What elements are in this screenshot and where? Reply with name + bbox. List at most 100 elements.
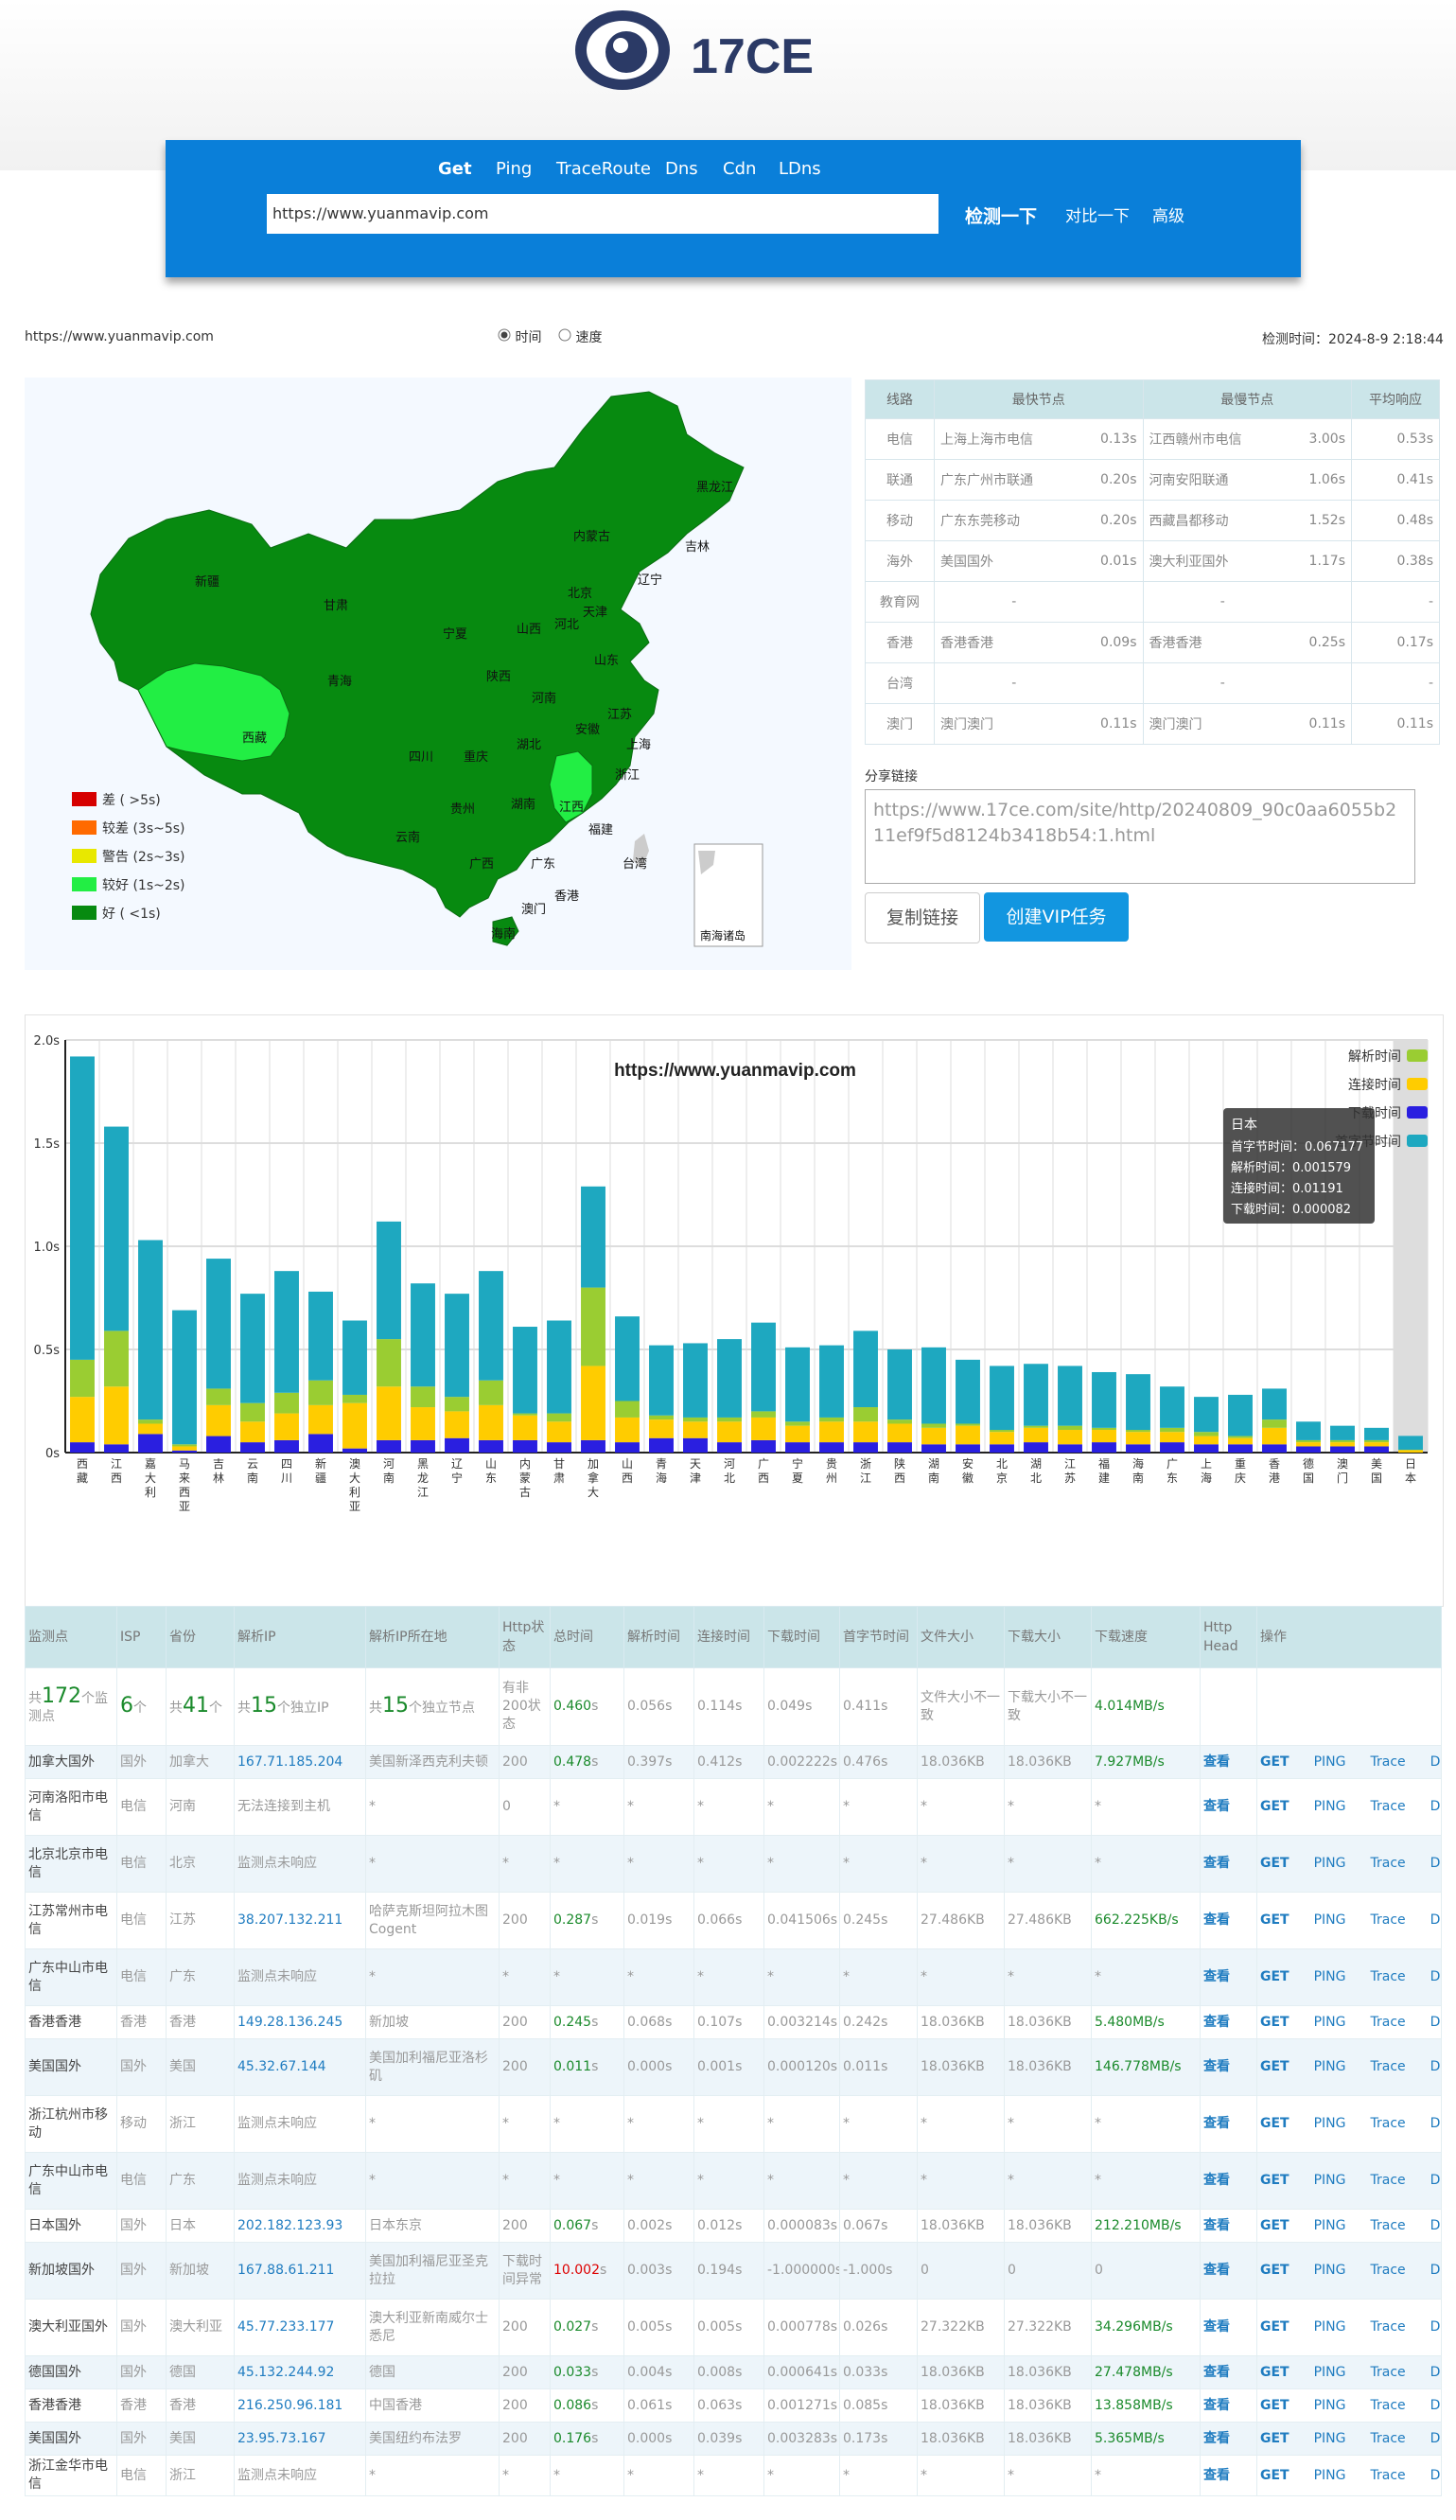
bar-segment[interactable]: [649, 1415, 674, 1420]
bar-segment[interactable]: [342, 1394, 367, 1403]
bar-segment[interactable]: [1194, 1436, 1219, 1445]
ping-link[interactable]: PING: [1313, 2364, 1346, 2380]
view-link[interactable]: 查看: [1203, 2430, 1230, 2446]
bar-segment[interactable]: [377, 1339, 401, 1387]
trace-link[interactable]: Trace: [1370, 1856, 1406, 1871]
ping-link[interactable]: PING: [1313, 1969, 1346, 1984]
detect-button[interactable]: 检测一下: [965, 206, 1038, 227]
china-map[interactable]: 南海诸岛 新疆 西藏 青海 甘肃 四川 云南 内蒙古 黑龙江 吉林 辽宁 北京 …: [25, 378, 851, 970]
bar-segment[interactable]: [172, 1310, 197, 1445]
bar-segment[interactable]: [1398, 1436, 1423, 1451]
bar-segment[interactable]: [649, 1419, 674, 1438]
get-link[interactable]: GET: [1260, 1856, 1289, 1871]
bar-segment[interactable]: [138, 1434, 163, 1453]
trace-link[interactable]: Trace: [1370, 2364, 1406, 2380]
view-link[interactable]: 查看: [1203, 2263, 1230, 2278]
bar-segment[interactable]: [649, 1345, 674, 1416]
get-link[interactable]: GET: [1260, 2116, 1289, 2131]
bar-segment[interactable]: [104, 1444, 129, 1453]
bar-segment[interactable]: [1058, 1444, 1082, 1453]
ping-link[interactable]: PING: [1313, 2217, 1346, 2233]
bar-segment[interactable]: [785, 1442, 810, 1453]
view-link[interactable]: 查看: [1203, 2059, 1230, 2074]
bar-segment[interactable]: [377, 1439, 401, 1453]
bar-segment[interactable]: [308, 1291, 333, 1381]
bar-segment[interactable]: [172, 1446, 197, 1451]
bar-segment[interactable]: [1092, 1442, 1116, 1453]
ping-link[interactable]: PING: [1313, 1753, 1346, 1770]
bar-segment[interactable]: [1398, 1450, 1423, 1453]
bar-segment[interactable]: [172, 1450, 197, 1453]
ping-link[interactable]: PING: [1313, 2430, 1346, 2446]
bar-segment[interactable]: [1364, 1439, 1389, 1443]
ping-link[interactable]: PING: [1313, 1912, 1346, 1928]
bar-segment[interactable]: [956, 1425, 980, 1445]
dig-link[interactable]: Dig: [1430, 2319, 1441, 2335]
get-link[interactable]: GET: [1260, 1753, 1289, 1770]
bar-segment[interactable]: [819, 1421, 844, 1443]
ping-link[interactable]: PING: [1313, 2397, 1346, 2413]
bar-segment[interactable]: [819, 1442, 844, 1453]
bar-segment[interactable]: [853, 1421, 878, 1443]
bar-segment[interactable]: [1058, 1430, 1082, 1445]
bar-segment[interactable]: [1296, 1421, 1321, 1440]
bar-segment[interactable]: [615, 1316, 640, 1401]
bar-segment[interactable]: [411, 1386, 435, 1408]
bar-segment[interactable]: [1262, 1427, 1287, 1445]
bar-segment[interactable]: [819, 1345, 844, 1418]
ping-link[interactable]: PING: [1313, 2059, 1346, 2074]
view-link[interactable]: 查看: [1203, 1753, 1230, 1770]
trace-link[interactable]: Trace: [1370, 1912, 1406, 1928]
ping-link[interactable]: PING: [1313, 1856, 1346, 1871]
dig-link[interactable]: Dig: [1430, 1912, 1441, 1928]
dig-link[interactable]: Dig: [1430, 2263, 1441, 2278]
bar-segment[interactable]: [751, 1417, 776, 1440]
bar-segment[interactable]: [308, 1380, 333, 1405]
bar-segment[interactable]: [853, 1407, 878, 1422]
bar-segment[interactable]: [70, 1442, 95, 1453]
bar-segment[interactable]: [342, 1320, 367, 1395]
bar-segment[interactable]: [411, 1407, 435, 1440]
trace-link[interactable]: Trace: [1370, 1799, 1406, 1814]
ping-link[interactable]: PING: [1313, 2319, 1346, 2335]
radio-speed[interactable]: 速度: [558, 327, 602, 346]
bar-segment[interactable]: [1194, 1444, 1219, 1453]
bar-segment[interactable]: [1024, 1427, 1048, 1443]
bar-segment[interactable]: [1194, 1397, 1219, 1433]
bar-segment[interactable]: [70, 1397, 95, 1443]
bar-segment[interactable]: [1160, 1442, 1184, 1453]
bar-segment[interactable]: [240, 1294, 265, 1403]
view-link[interactable]: 查看: [1203, 2397, 1230, 2413]
dig-link[interactable]: Dig: [1430, 2430, 1441, 2446]
get-link[interactable]: GET: [1260, 2319, 1289, 2335]
bar-segment[interactable]: [785, 1421, 810, 1426]
bar-segment[interactable]: [513, 1439, 537, 1453]
tab-ldns[interactable]: LDns: [779, 159, 821, 179]
bar-segment[interactable]: [1126, 1374, 1150, 1431]
bar-segment[interactable]: [513, 1413, 537, 1416]
bar-segment[interactable]: [172, 1444, 197, 1447]
bar-segment[interactable]: [887, 1442, 912, 1453]
bar-segment[interactable]: [1296, 1439, 1321, 1443]
view-link[interactable]: 查看: [1203, 2217, 1230, 2233]
bar-segment[interactable]: [1092, 1427, 1116, 1431]
bar-segment[interactable]: [887, 1423, 912, 1443]
bar-segment[interactable]: [1330, 1439, 1355, 1443]
tab-ping[interactable]: Ping: [496, 159, 533, 179]
bar-segment[interactable]: [1330, 1425, 1355, 1440]
bar-segment[interactable]: [1194, 1432, 1219, 1436]
bar-segment[interactable]: [990, 1430, 1014, 1433]
ping-link[interactable]: PING: [1313, 1799, 1346, 1814]
bar-segment[interactable]: [717, 1421, 742, 1443]
bar-segment[interactable]: [956, 1423, 980, 1426]
bar-segment[interactable]: [377, 1221, 401, 1340]
trace-link[interactable]: Trace: [1370, 2430, 1406, 2446]
bar-segment[interactable]: [1092, 1430, 1116, 1443]
trace-link[interactable]: Trace: [1370, 1753, 1406, 1770]
bar-segment[interactable]: [819, 1417, 844, 1422]
bar-segment[interactable]: [990, 1432, 1014, 1445]
bar-segment[interactable]: [547, 1442, 571, 1453]
bar-segment[interactable]: [1058, 1366, 1082, 1426]
bar-segment[interactable]: [274, 1392, 299, 1414]
